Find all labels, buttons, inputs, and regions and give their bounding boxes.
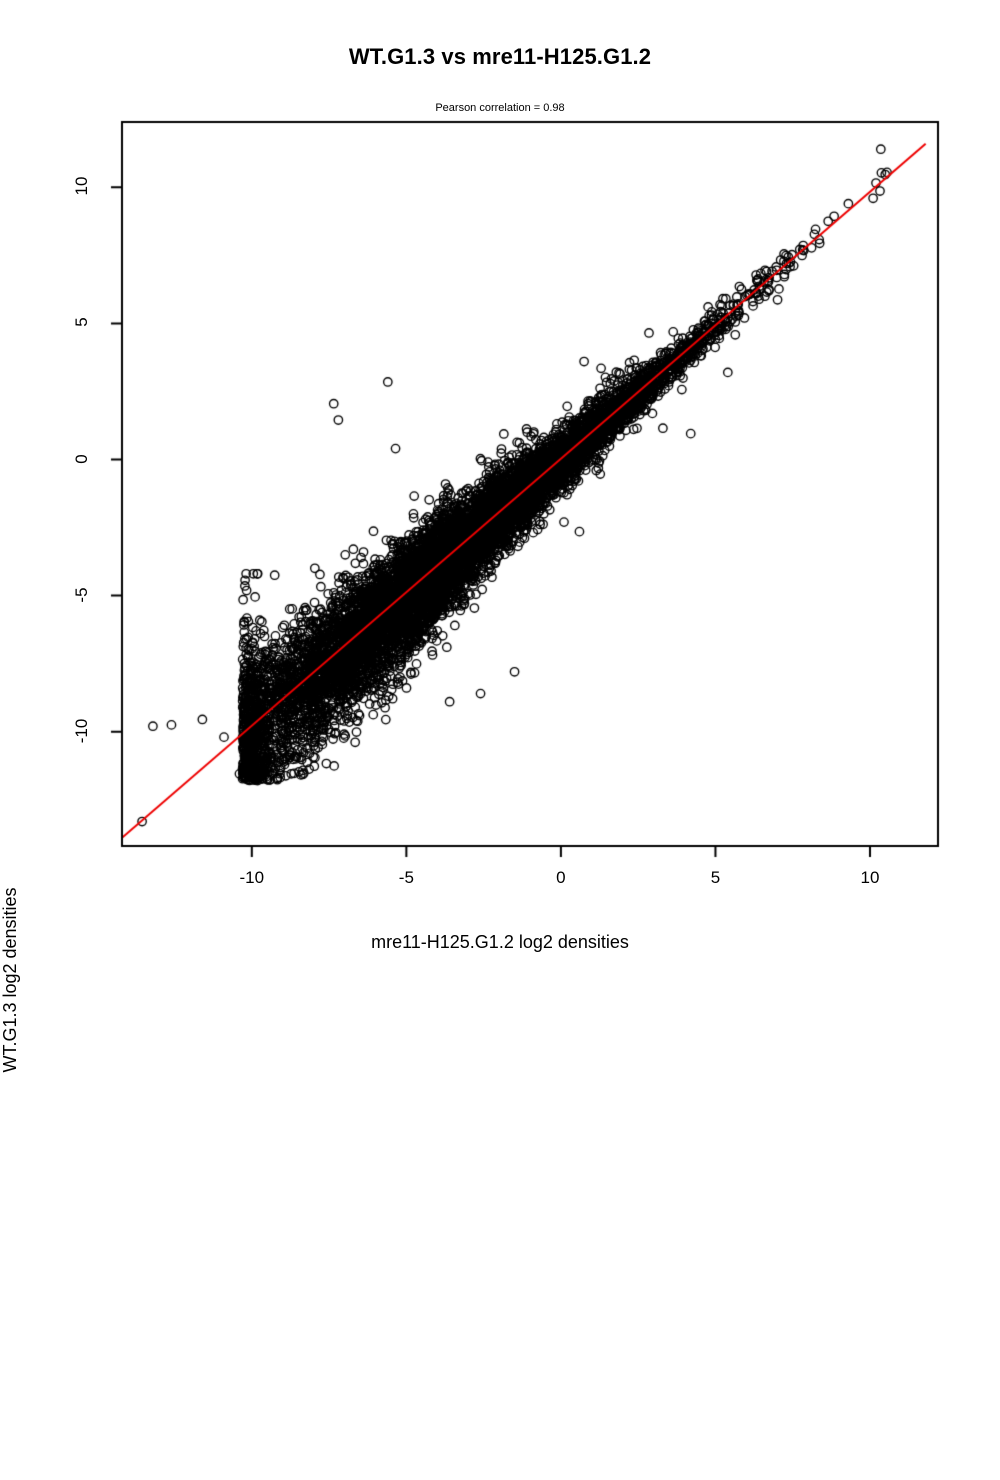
chart-title: WT.G1.3 vs mre11-H125.G1.2	[348, 44, 652, 69]
y-tick-label: -5	[72, 587, 91, 603]
y-tick-label: -10	[72, 718, 91, 743]
scatter-plot-canvas	[0, 0, 1000, 1000]
x-tick-label: -10	[239, 868, 265, 887]
y-tick-label: 10	[72, 176, 91, 196]
x-tick-label: 5	[710, 868, 721, 887]
chart-subtitle-pearson-correlation: Pearson correlation = 0.98	[435, 102, 565, 114]
y-axis-title: WT.G1.3 log2 densities	[0, 887, 20, 1073]
y-tick-label: 5	[72, 317, 91, 328]
x-axis-title: mre11-H125.G1.2 log2 densities	[371, 932, 629, 952]
x-tick-label: 0	[556, 868, 566, 887]
x-tick-label: -5	[398, 868, 414, 887]
scatter-plot-figure: WT.G1.3 vs mre11-H125.G1.2 Pearson corre…	[0, 0, 1000, 1073]
y-tick-label: 0	[72, 453, 91, 464]
x-tick-label: 10	[860, 868, 880, 887]
